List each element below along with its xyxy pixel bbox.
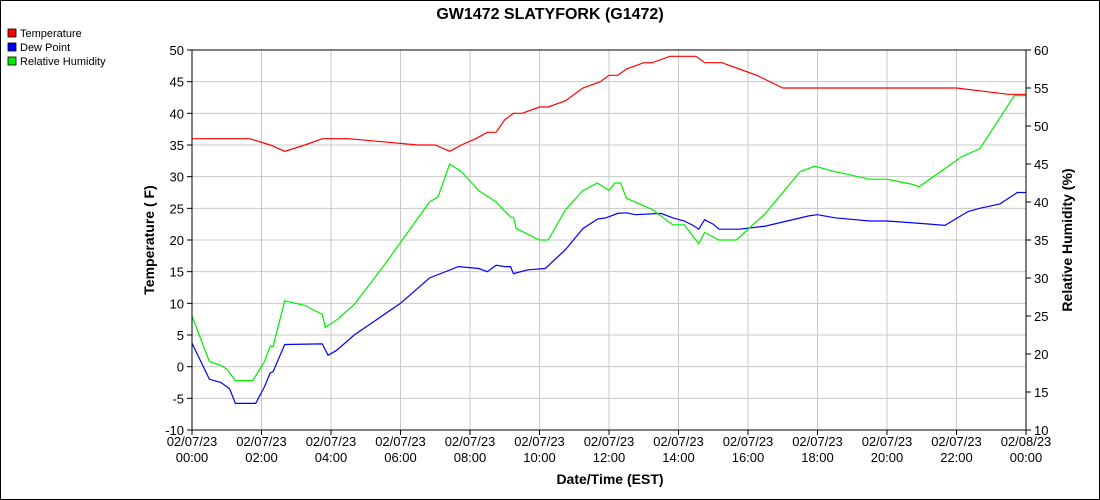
x-tick-time: 16:00: [732, 450, 765, 465]
x-tick-time: 20:00: [871, 450, 904, 465]
left-tick-label: 30: [170, 170, 184, 185]
right-tick-label: 40: [1034, 195, 1048, 210]
right-tick-label: 60: [1034, 43, 1048, 58]
right-tick-label: 15: [1034, 385, 1048, 400]
series-lines: [191, 55, 1026, 404]
right-axis-title: Relative Humidity (%): [1059, 168, 1075, 311]
x-tick-time: 14:00: [662, 450, 695, 465]
x-tick-date: 02/07/23: [862, 434, 913, 449]
x-tick-date: 02/07/23: [931, 434, 982, 449]
legend-label: Temperature: [20, 28, 82, 40]
grid: [191, 49, 1027, 431]
right-axis-ticks: 10 15 20 25 30 35 40 45 50 55 60: [1026, 43, 1048, 438]
left-tick-label: 40: [170, 106, 184, 121]
x-tick-date: 02/08/23: [1001, 434, 1052, 449]
left-tick-label: 50: [170, 43, 184, 58]
x-tick-time: 18:00: [801, 450, 834, 465]
left-tick-label: 10: [170, 296, 184, 311]
left-tick-label: 5: [177, 328, 184, 343]
left-tick-label: 20: [170, 233, 184, 248]
relative-humidity-line: [191, 94, 1026, 382]
x-tick-date: 02/07/23: [653, 434, 704, 449]
right-tick-label: 55: [1034, 81, 1048, 96]
legend-swatch: [7, 56, 17, 66]
x-tick-time: 00:00: [1010, 450, 1043, 465]
left-tick-label: 25: [170, 201, 184, 216]
x-axis-title: Date/Time (EST): [556, 471, 663, 487]
chart-title: GW1472 SLATYFORK (G1472): [436, 6, 663, 23]
x-tick-time: 12:00: [593, 450, 626, 465]
legend-label: Relative Humidity: [20, 56, 106, 68]
left-tick-label: 35: [170, 138, 184, 153]
x-tick-time: 00:00: [176, 450, 209, 465]
right-tick-label: 20: [1034, 347, 1048, 362]
right-tick-label: 45: [1034, 157, 1048, 172]
x-tick-date: 02/07/23: [584, 434, 635, 449]
legend: Temperature Dew Point Relative Humidity: [7, 28, 106, 68]
x-tick-date: 02/07/23: [306, 434, 357, 449]
right-tick-label: 35: [1034, 233, 1048, 248]
right-tick-label: 10: [1034, 423, 1048, 438]
left-axis-ticks: -10 -5 0 5 10 15 20 25 30 35 40 45 50: [165, 43, 192, 438]
right-tick-label: 50: [1034, 119, 1048, 134]
x-tick-time: 22:00: [940, 450, 973, 465]
x-axis-ticks: 02/07/2300:0002/07/2302:0002/07/2304:000…: [167, 430, 1052, 465]
left-tick-label: 0: [177, 360, 184, 375]
left-tick-label: -10: [165, 423, 184, 438]
x-tick-time: 04:00: [315, 450, 348, 465]
left-tick-label: -5: [172, 391, 184, 406]
x-tick-date: 02/07/23: [723, 434, 774, 449]
x-tick-time: 08:00: [454, 450, 487, 465]
legend-swatch: [7, 42, 17, 52]
left-axis-title: Temperature ( F): [141, 185, 157, 294]
x-tick-date: 02/07/23: [167, 434, 218, 449]
x-tick-time: 10:00: [523, 450, 556, 465]
x-tick-date: 02/07/23: [514, 434, 565, 449]
x-tick-time: 06:00: [384, 450, 417, 465]
temperature-line: [192, 55, 1026, 152]
legend-label: Dew Point: [20, 42, 70, 54]
x-tick-date: 02/07/23: [445, 434, 496, 449]
x-tick-date: 02/07/23: [236, 434, 287, 449]
x-tick-time: 02:00: [245, 450, 278, 465]
x-tick-date: 02/07/23: [375, 434, 426, 449]
left-tick-label: 45: [170, 75, 184, 90]
legend-swatch: [7, 28, 17, 38]
left-tick-label: 15: [170, 265, 184, 280]
x-tick-date: 02/07/23: [792, 434, 843, 449]
dew-point-line: [191, 191, 1026, 404]
right-tick-label: 25: [1034, 309, 1048, 324]
right-tick-label: 30: [1034, 271, 1048, 286]
